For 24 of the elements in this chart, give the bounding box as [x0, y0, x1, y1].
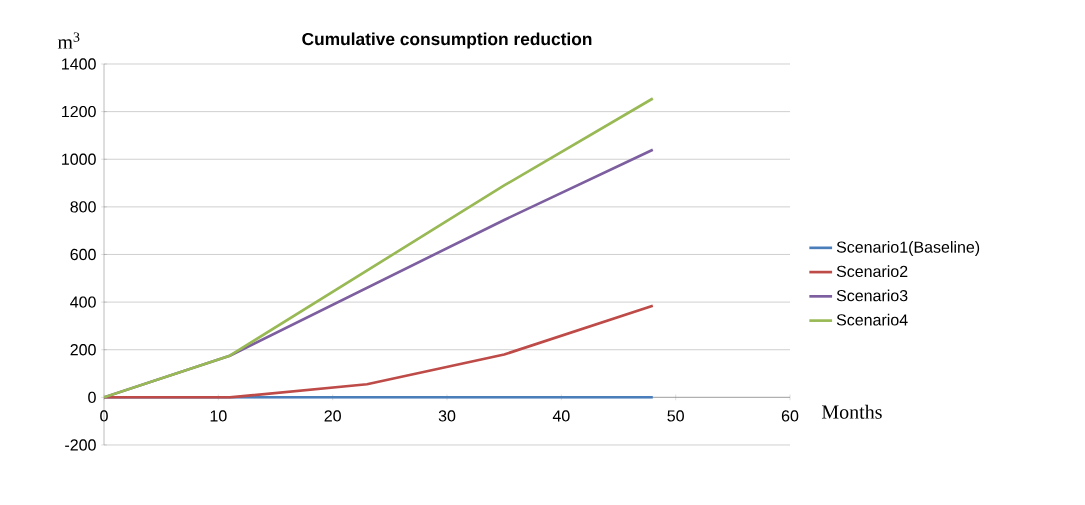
legend-label: Scenario2 [836, 265, 908, 278]
y-tick-label: 600 [70, 248, 96, 261]
x-tick-label: 0 [100, 410, 108, 422]
x-tick-label: 10 [210, 410, 227, 422]
legend-label: Scenario1(Baseline) [836, 241, 980, 256]
y-tick-label: -200 [65, 439, 96, 451]
y-axis-title: m$^{3}$ [57, 32, 80, 49]
y-tick-label: 0 [88, 391, 96, 404]
x-tick-label: 60 [781, 410, 799, 422]
y-tick-label: 800 [70, 201, 96, 213]
x-tick-label: 20 [324, 410, 341, 422]
legend-label: Scenario3 [836, 289, 908, 302]
x-axis-title: Months [821, 404, 882, 419]
legend-label: Scenario4 [836, 313, 908, 326]
x-tick-label: 40 [552, 410, 570, 422]
chart-title: Cumulative consumption reduction [302, 32, 592, 49]
y-tick-label: 400 [70, 296, 96, 308]
line-series [104, 97, 655, 399]
y-tick-label: 200 [70, 344, 96, 356]
x-tick-label: 50 [667, 410, 684, 422]
y-tick-label: 1200 [62, 105, 96, 118]
y-tick-label: 1400 [62, 58, 96, 70]
x-tick-label: 30 [438, 410, 456, 422]
y-tick-label: 1000 [62, 153, 96, 165]
